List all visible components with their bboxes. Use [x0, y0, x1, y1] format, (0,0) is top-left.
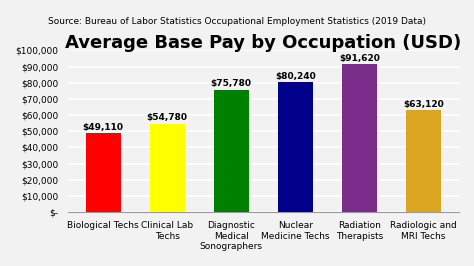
- Text: $63,120: $63,120: [403, 100, 444, 109]
- Text: $49,110: $49,110: [82, 123, 124, 132]
- Text: $80,240: $80,240: [275, 72, 316, 81]
- Text: $75,780: $75,780: [211, 80, 252, 89]
- Bar: [342, 64, 377, 212]
- Bar: [85, 133, 121, 212]
- Bar: [406, 110, 441, 212]
- Text: $91,620: $91,620: [339, 54, 380, 63]
- Text: $54,780: $54,780: [146, 113, 188, 122]
- Text: Source: Bureau of Labor Statistics Occupational Employment Statistics (2019 Data: Source: Bureau of Labor Statistics Occup…: [48, 17, 426, 26]
- Bar: [150, 123, 185, 212]
- Bar: [278, 82, 313, 212]
- Title: Average Base Pay by Occupation (USD): Average Base Pay by Occupation (USD): [65, 34, 461, 52]
- Bar: [214, 90, 249, 212]
